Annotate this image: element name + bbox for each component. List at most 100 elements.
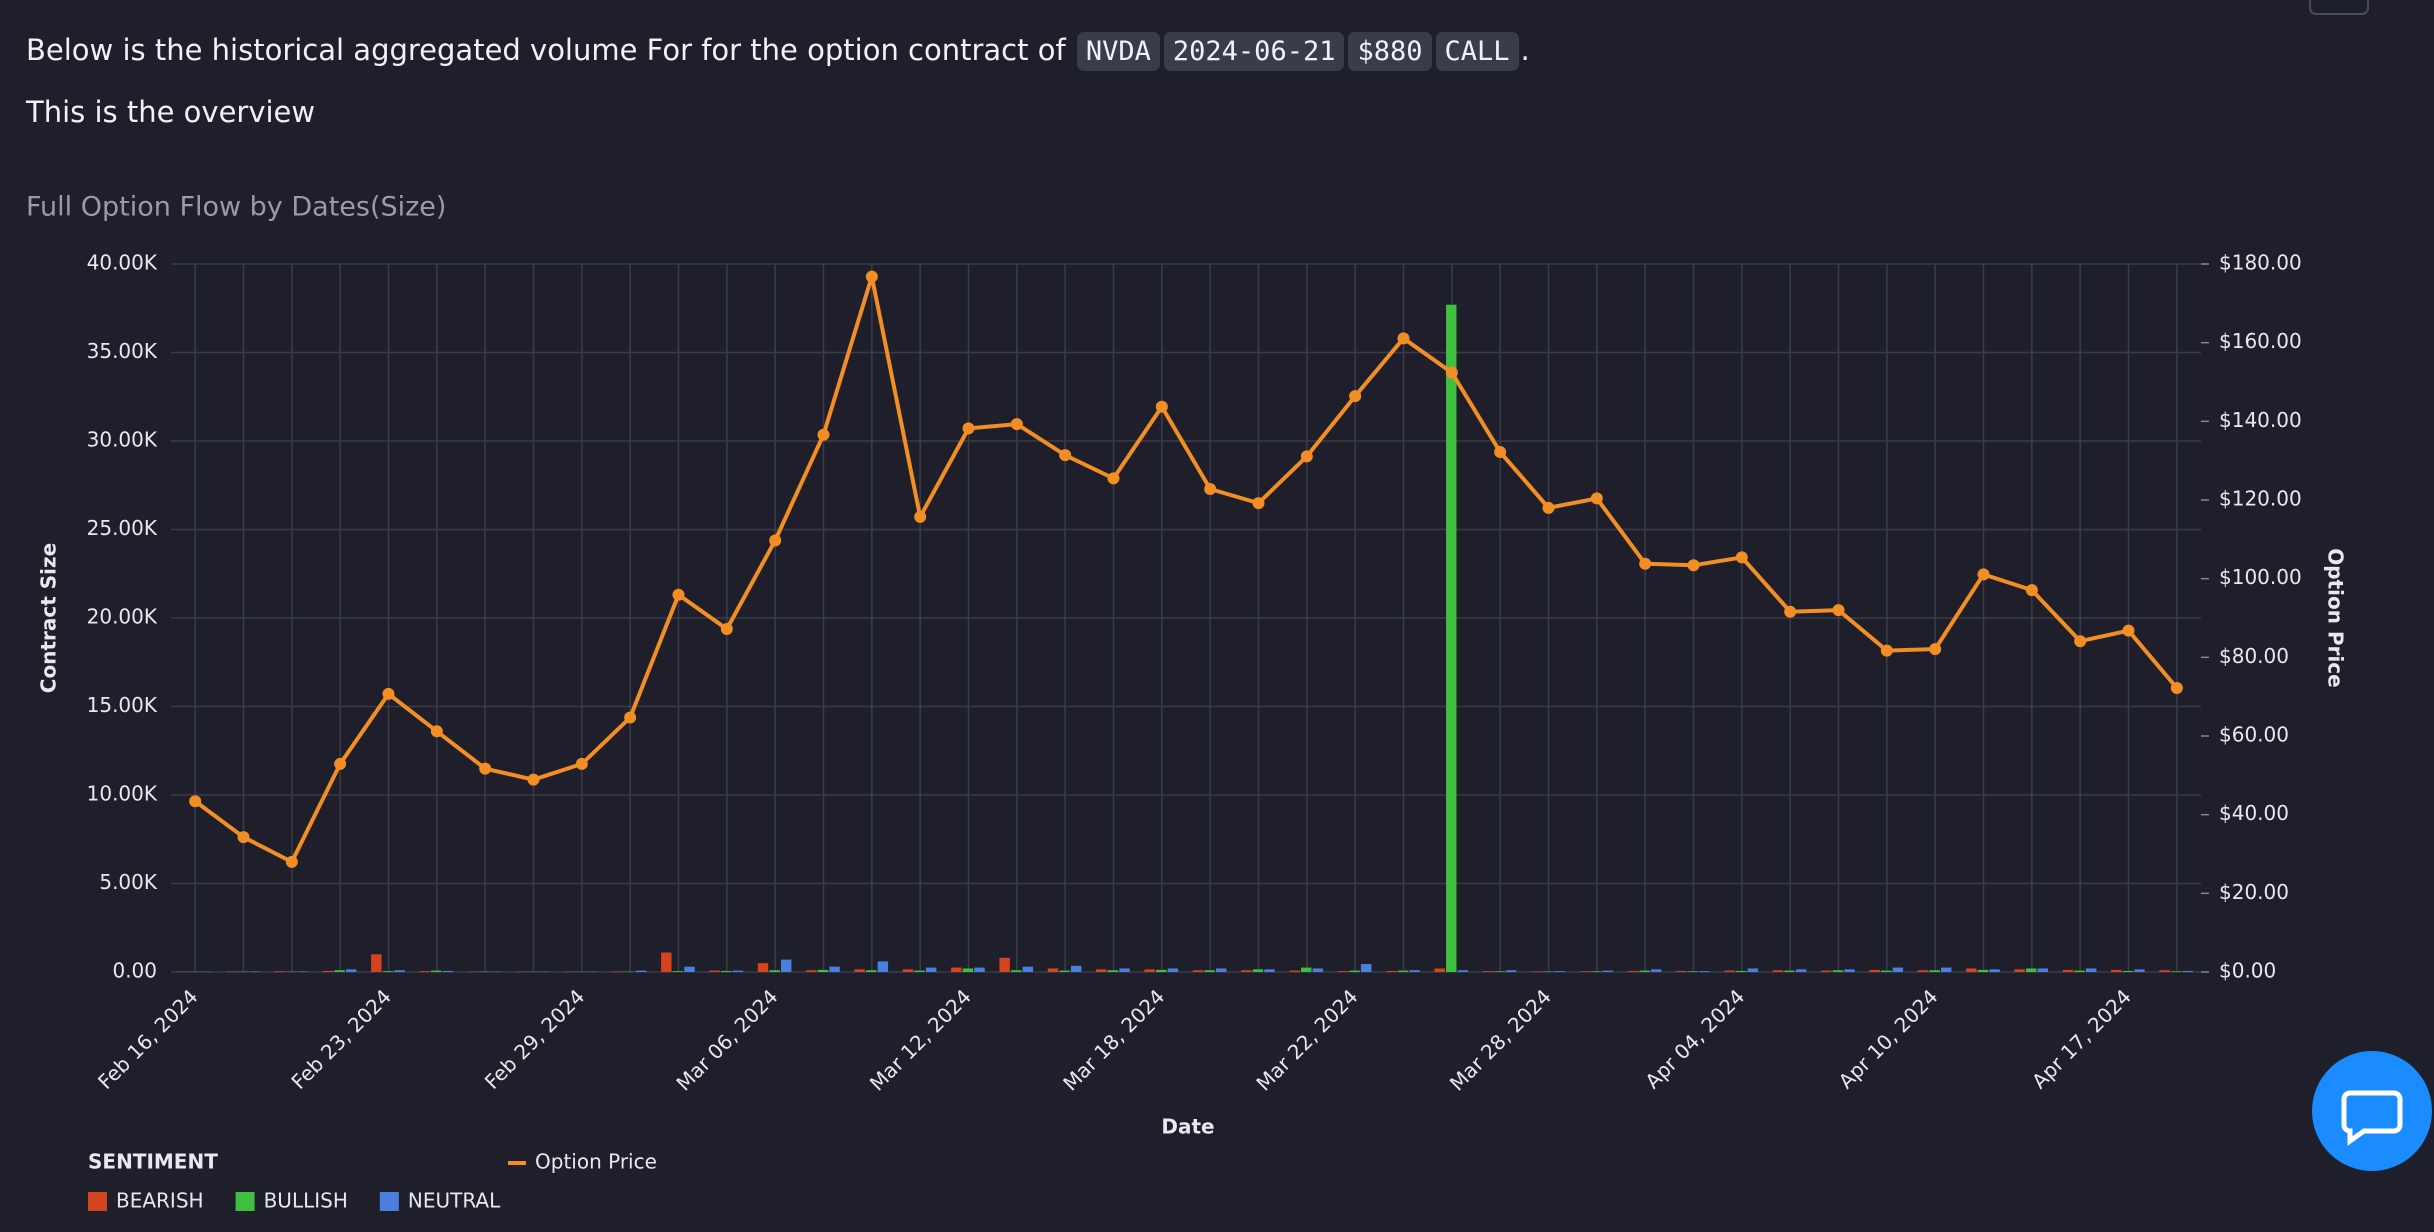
y2-tick-label: $60.00 <box>2219 723 2289 747</box>
price-point <box>1155 400 1168 413</box>
bar <box>1349 970 1360 972</box>
corner-button[interactable] <box>2309 0 2369 15</box>
legend-swatch <box>379 1192 399 1211</box>
bar <box>2074 970 2085 972</box>
bar <box>1167 968 1179 972</box>
bar <box>817 969 829 972</box>
y2-tick-label: $100.00 <box>2219 565 2302 589</box>
y2-tick-label: $80.00 <box>2219 644 2289 668</box>
bar <box>1192 970 1204 972</box>
y-tick-label: 20.00K <box>87 605 158 629</box>
bar <box>1699 971 1710 972</box>
bar <box>1386 970 1397 972</box>
bar <box>394 970 405 972</box>
bar <box>721 970 732 972</box>
bar <box>877 961 889 972</box>
x-tick-label: Apr 10, 2024 <box>1834 984 1943 1093</box>
price-point <box>1832 604 1845 617</box>
x-tick-label: Feb 29, 2024 <box>480 984 589 1093</box>
bar <box>2122 970 2134 972</box>
intro-line: Below is the historical aggregated volum… <box>26 24 1530 78</box>
price-point <box>1880 644 1893 657</box>
bar <box>1832 970 1844 972</box>
bar <box>806 970 817 972</box>
bar <box>854 969 865 972</box>
bar <box>757 963 769 972</box>
bar <box>1156 969 1167 972</box>
price-point <box>1784 605 1797 618</box>
price-point <box>479 762 492 775</box>
price-point <box>382 687 395 700</box>
bar <box>334 970 345 972</box>
price-point <box>1349 390 1362 403</box>
bar <box>709 970 720 972</box>
bar <box>1434 968 1445 972</box>
legend-label: BEARISH <box>116 1189 204 1213</box>
bar <box>1591 971 1602 972</box>
price-point <box>769 534 782 547</box>
price-point <box>285 855 298 868</box>
price-point <box>720 623 733 636</box>
x-tick-label: Apr 17, 2024 <box>2027 984 2136 1093</box>
price-point <box>1687 559 1700 572</box>
bar <box>1929 970 1940 972</box>
intro-end: . <box>1520 33 1530 67</box>
y-tick-label: 25.00K <box>87 516 158 540</box>
chip: $880 <box>1348 32 1432 71</box>
bar <box>1312 968 1324 972</box>
y2-tick-label: $40.00 <box>2219 801 2289 825</box>
bar <box>1360 964 1372 972</box>
price-point <box>962 422 975 435</box>
bar <box>1676 970 1687 972</box>
price-point <box>1977 568 1990 581</box>
price-point <box>1010 418 1023 431</box>
price-point <box>1639 557 1652 570</box>
x-tick-label: Mar 28, 2024 <box>1445 984 1556 1095</box>
bar <box>1687 971 1699 972</box>
bar <box>1784 970 1795 972</box>
price-point <box>1300 450 1313 463</box>
x-tick-label: Mar 22, 2024 <box>1251 984 1362 1095</box>
bar <box>684 966 695 972</box>
bar <box>1022 966 1034 972</box>
bar <box>2037 968 2049 972</box>
x-tick-label: Feb 16, 2024 <box>93 984 202 1093</box>
bar <box>1289 970 1300 972</box>
chat-button[interactable] <box>2312 1051 2432 1171</box>
chat-icon[interactable] <box>2341 1090 2403 1146</box>
chat-circle[interactable] <box>2312 1051 2432 1171</box>
price-point <box>575 757 588 770</box>
price-point <box>1590 492 1603 505</box>
overview: This is the overview <box>26 95 316 129</box>
bar <box>866 970 877 972</box>
bar <box>1494 971 1505 972</box>
bar <box>345 969 357 972</box>
bar <box>2134 969 2145 972</box>
bar <box>431 970 442 972</box>
bar <box>962 968 974 972</box>
bar <box>297 971 309 972</box>
price-point <box>1542 501 1555 514</box>
price-point <box>2170 682 2183 695</box>
x-axis-label: Date <box>1161 1115 1214 1139</box>
price-point <box>914 510 927 523</box>
y2-tick-label: $180.00 <box>2219 251 2302 275</box>
price-point <box>430 725 443 738</box>
bar <box>1241 970 1252 972</box>
price-point <box>2074 635 2087 648</box>
price-point <box>1059 449 1072 462</box>
bar <box>732 970 744 972</box>
y-tick-label: 0.00 <box>112 959 157 983</box>
y2-tick-label: $0.00 <box>2219 959 2276 983</box>
bar <box>1977 969 1989 972</box>
bar <box>1446 304 1457 973</box>
bar <box>1070 965 1082 972</box>
bar <box>902 969 914 972</box>
bar <box>1204 970 1215 972</box>
chart-title: Full Option Flow by Dates(Size) <box>26 192 446 223</box>
price-point <box>1735 551 1748 564</box>
price-point <box>817 428 830 441</box>
legend-title: SENTIMENT <box>88 1150 218 1174</box>
